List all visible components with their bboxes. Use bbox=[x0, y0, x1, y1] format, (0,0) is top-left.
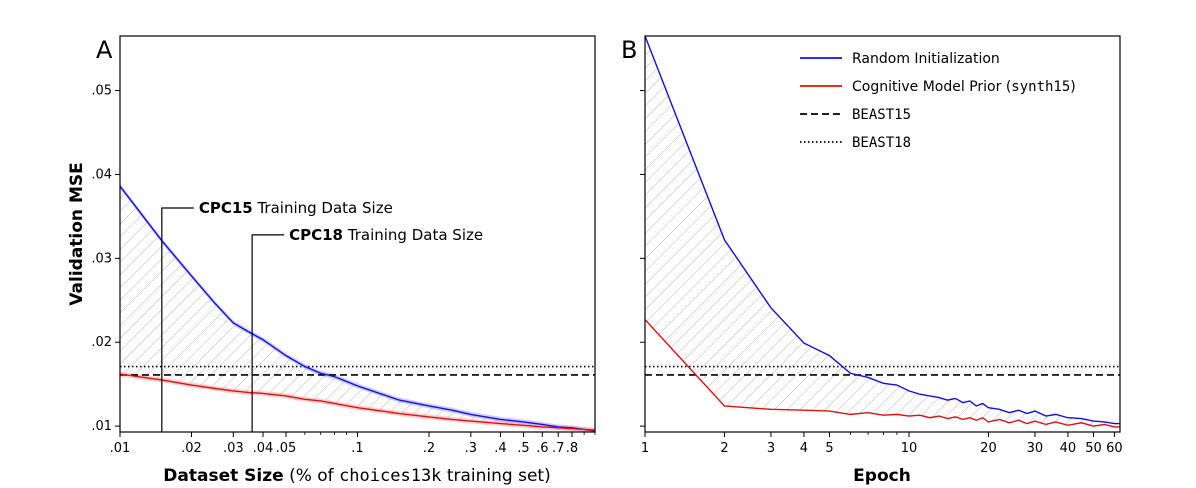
x-axis-label-pre: (% of bbox=[284, 466, 339, 486]
series-line-cognitive-prior bbox=[120, 373, 595, 432]
legend-entry: BEAST15 bbox=[800, 107, 911, 123]
x-tick-label: 20 bbox=[980, 441, 997, 456]
x-tick-label: .7 bbox=[552, 441, 564, 456]
plot-frame bbox=[644, 35, 1121, 433]
x-tick-label: .5 bbox=[517, 441, 529, 456]
x-axis-label-post: training set) bbox=[441, 466, 550, 486]
annotation-leader-line bbox=[251, 234, 285, 432]
series-line-random-init bbox=[645, 36, 1120, 425]
x-tick-label: 10 bbox=[901, 441, 918, 456]
y-tick-label: .04 bbox=[91, 167, 112, 182]
x-tick-label: .03 bbox=[223, 441, 244, 456]
x-tick-label: 40 bbox=[1060, 441, 1077, 456]
x-tick-label: .1 bbox=[351, 441, 363, 456]
legend-label: BEAST15 bbox=[852, 107, 911, 123]
legend-entry: BEAST18 bbox=[800, 135, 911, 151]
gap-hatch-region bbox=[120, 186, 595, 432]
legend-mono: BEAST15 bbox=[852, 107, 911, 123]
panel-b: 1 2 3 4 5 10 20 30 40 50 60 B bbox=[621, 35, 1123, 456]
legend-text: Cognitive Model Prior ( bbox=[852, 79, 1011, 95]
x-tick-label: .01 bbox=[110, 441, 131, 456]
x-tick-label: .2 bbox=[423, 441, 435, 456]
y-tick-label: .01 bbox=[91, 419, 112, 434]
x-tick-label: .6 bbox=[536, 441, 548, 456]
x-tick-label: 3 bbox=[767, 441, 775, 456]
legend-mono: synth15 bbox=[1011, 79, 1070, 95]
x-tick-label: .05 bbox=[276, 441, 297, 456]
y-tick-label: .02 bbox=[91, 335, 112, 350]
x-tick-label: 2 bbox=[720, 441, 728, 456]
y-tick-label: .03 bbox=[91, 251, 112, 266]
x-axis-label-bold: Dataset Size bbox=[163, 466, 283, 486]
legend-mono: BEAST18 bbox=[852, 135, 911, 151]
x-tick-label: .8 bbox=[566, 441, 578, 456]
x-tick-label: .4 bbox=[494, 441, 506, 456]
x-axis-label-mono: choices13k bbox=[339, 466, 441, 486]
series-line-cognitive-prior bbox=[645, 319, 1120, 428]
annotation-label: CPC18 Training Data Size bbox=[289, 226, 483, 244]
x-tick-label: 5 bbox=[825, 441, 833, 456]
annotation-label-bold: CPC15 bbox=[199, 199, 253, 217]
legend-entry: Random Initialization bbox=[800, 51, 1000, 67]
x-tick-label: .3 bbox=[465, 441, 477, 456]
annotation-label-rest: Training Data Size bbox=[253, 199, 393, 217]
x-tick-label: 4 bbox=[800, 441, 808, 456]
x-tick-label: 1 bbox=[641, 441, 649, 456]
gap-hatch-region bbox=[645, 36, 1120, 427]
y-tick-label: .05 bbox=[91, 84, 112, 99]
annotation-label: CPC15 Training Data Size bbox=[199, 199, 393, 217]
annotation-label-rest: Training Data Size bbox=[343, 226, 483, 244]
legend-label: Cognitive Model Prior (synth15) bbox=[852, 79, 1076, 95]
legend-entry: Cognitive Model Prior (synth15) bbox=[800, 79, 1076, 95]
x-tick-label: .02 bbox=[181, 441, 202, 456]
panel-letter-a: A bbox=[96, 36, 113, 64]
x-tick-label: 30 bbox=[1027, 441, 1044, 456]
legend-label: Random Initialization bbox=[852, 51, 1000, 67]
panel-letter-b: B bbox=[621, 36, 637, 64]
legend-text: Random Initialization bbox=[852, 51, 1000, 67]
figure-text: Dataset Size (% of choices13k training s… bbox=[67, 51, 1076, 486]
annotation-leader-line bbox=[161, 207, 194, 432]
series-line-random-init bbox=[120, 185, 595, 432]
annotation-label-bold: CPC18 bbox=[289, 226, 343, 244]
x-axis-label-b: Epoch bbox=[853, 466, 911, 486]
x-tick-label: 50 bbox=[1085, 441, 1102, 456]
y-axis-label: Validation MSE bbox=[67, 162, 87, 305]
x-tick-label: 60 bbox=[1106, 441, 1123, 456]
legend-label: BEAST18 bbox=[852, 135, 911, 151]
x-axis-label-a: Dataset Size (% of choices13k training s… bbox=[163, 466, 550, 486]
legend-text-after: ) bbox=[1070, 79, 1075, 95]
x-tick-label: .04 bbox=[253, 441, 274, 456]
